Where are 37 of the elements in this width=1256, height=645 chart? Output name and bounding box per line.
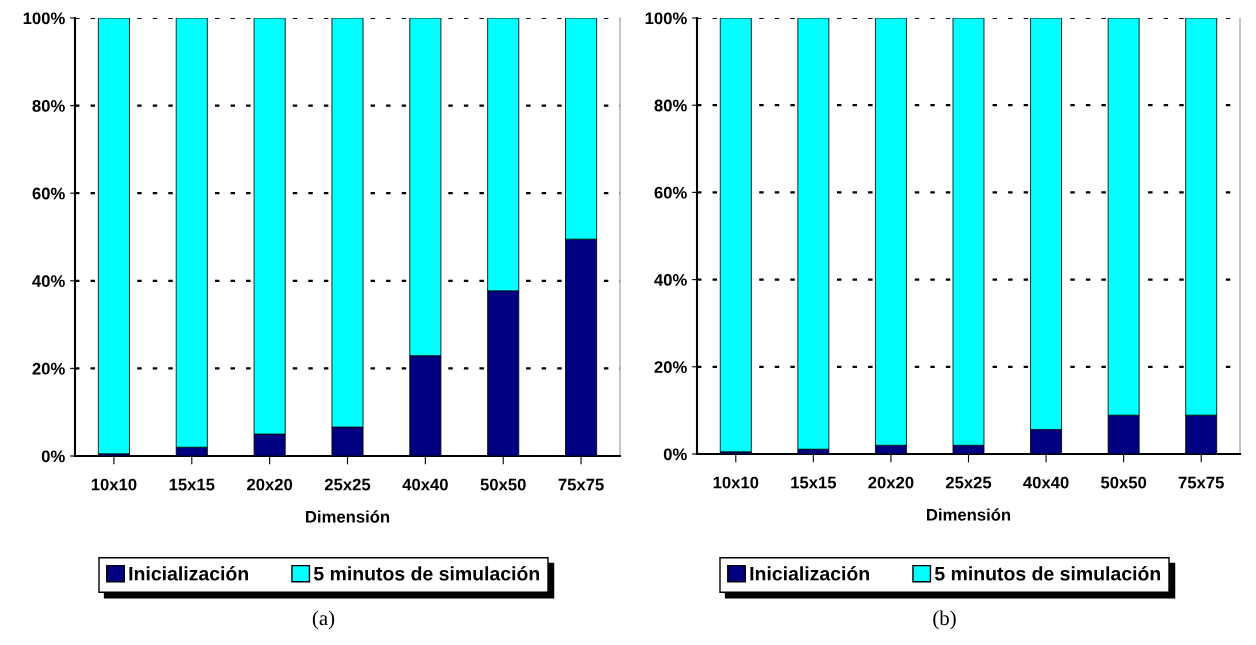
y-tick-label: 100% [23,12,65,25]
y-tick-label: 20% [32,362,65,375]
y-tick-label: 0% [41,450,65,463]
x-axis-title: Dimensión [306,510,390,523]
x-tick-label: 10x10 [713,476,759,489]
x-tick-label: 20x20 [868,476,914,489]
legend-label: Inicialización [129,566,248,581]
y-tick-label: 40% [32,275,65,287]
legend-label: 5 minutos de simulación [313,566,540,581]
y-tick-label: 60% [654,186,687,199]
x-tick-label: 15x15 [169,478,215,491]
text: (a) [312,610,335,630]
x-tick-label: 40x40 [1023,476,1069,489]
bar [97,18,130,455]
x-tick-label: 10x10 [91,478,137,491]
x-tick-label: 25x25 [945,476,992,489]
x-tick-label: 75x75 [558,478,604,491]
y-tick-label: 40% [654,274,687,286]
x-tick-label: 25x25 [324,478,371,491]
x-tick-label: 50x50 [480,478,526,491]
legend-label: 5 minutos de simulación [934,566,1161,581]
x-tick-label: 75x75 [1178,476,1224,489]
legend-label: Inicialización [750,566,869,581]
bar [719,18,752,453]
y-tick-label: 100% [645,12,687,25]
y-tick-label: 80% [654,99,687,112]
y-tick-label: 20% [654,361,687,373]
x-axis-title: Dimensión [927,508,1011,521]
x-tick-label: 15x15 [791,476,837,489]
x-tick-label: 50x50 [1100,476,1147,489]
x-tick-label: 40x40 [402,478,448,491]
text: (b) [933,610,956,630]
y-tick-label: 60% [32,187,65,200]
x-tick-label: 20x20 [247,478,293,491]
y-tick-label: 80% [32,100,65,112]
y-tick-label: 0% [663,448,687,461]
bar [797,18,830,450]
